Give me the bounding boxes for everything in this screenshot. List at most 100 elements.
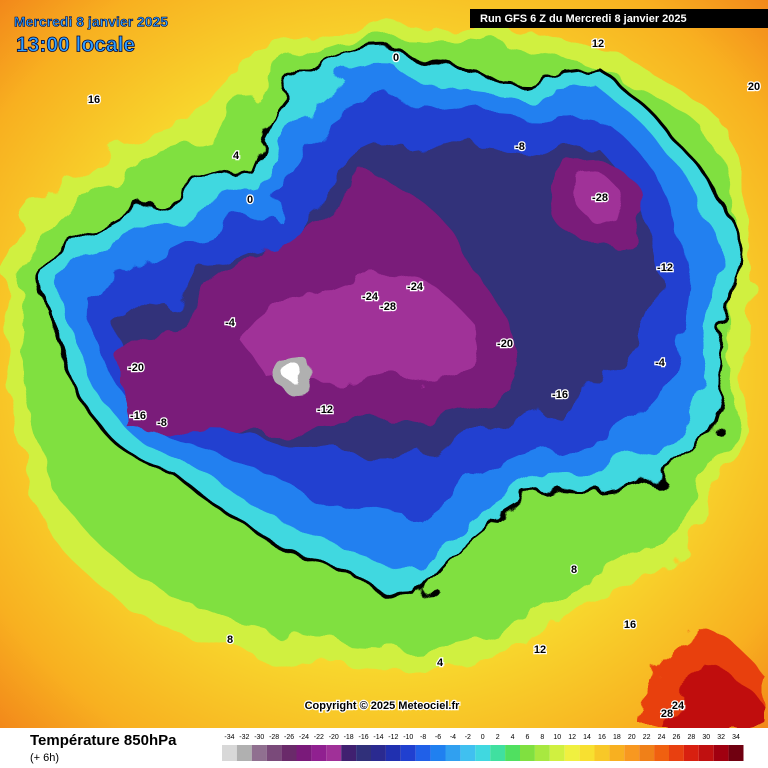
contour-label: -24 bbox=[362, 291, 379, 303]
contour-label: 4 bbox=[233, 150, 240, 162]
scale-label: -26 bbox=[284, 734, 294, 741]
scale-label: -32 bbox=[239, 734, 249, 741]
scale-label: 18 bbox=[613, 734, 621, 741]
contour-label: -4 bbox=[225, 317, 236, 329]
contour-label: -28 bbox=[592, 192, 608, 204]
scale-label: 34 bbox=[732, 734, 740, 741]
scale-label: 24 bbox=[658, 734, 666, 741]
contour-label: -8 bbox=[157, 417, 167, 429]
scale-swatch bbox=[713, 745, 729, 761]
contour-label: -28 bbox=[380, 301, 396, 313]
scale-swatch bbox=[683, 745, 699, 761]
contour-label: 12 bbox=[592, 38, 604, 50]
scale-swatch bbox=[222, 745, 237, 761]
scale-swatch bbox=[654, 745, 669, 761]
scale-label: 0 bbox=[481, 734, 485, 741]
scale-label: 2 bbox=[496, 734, 500, 741]
scale-swatch bbox=[609, 745, 625, 761]
scale-swatch bbox=[266, 745, 282, 761]
scale-label: 14 bbox=[583, 734, 591, 741]
forecast-step: (+ 6h) bbox=[30, 752, 59, 764]
scale-label: -12 bbox=[388, 734, 398, 741]
scale-swatch bbox=[326, 745, 342, 761]
scale-swatch bbox=[475, 745, 491, 761]
contour-label: 20 bbox=[748, 81, 760, 93]
scale-label: 4 bbox=[511, 734, 515, 741]
run-info: Run GFS 6 Z du Mercredi 8 janvier 2025 bbox=[480, 13, 687, 25]
scale-swatch bbox=[490, 745, 506, 761]
scale-swatch bbox=[505, 745, 520, 761]
scale-swatch bbox=[698, 745, 714, 761]
scale-swatch bbox=[564, 745, 580, 761]
contour-labels: -28-24-28-24-20-20-16-16 -12-12-8-8-4-400… bbox=[87, 37, 762, 722]
scale-label: 22 bbox=[643, 734, 651, 741]
contour-label: 28 bbox=[661, 708, 673, 720]
scale-label: -2 bbox=[465, 734, 471, 741]
scale-label: -6 bbox=[435, 734, 441, 741]
scale-swatch bbox=[236, 745, 252, 761]
scale-swatch bbox=[400, 745, 416, 761]
scale-swatch bbox=[296, 745, 312, 761]
contour-label: 8 bbox=[571, 564, 577, 576]
scale-swatch bbox=[356, 745, 371, 761]
scale-label: 28 bbox=[687, 734, 695, 741]
date-title: Mercredi 8 janvier 2025 bbox=[14, 14, 168, 30]
scale-label: 30 bbox=[702, 734, 710, 741]
copyright: Copyright © 2025 Meteociel.fr bbox=[305, 700, 461, 712]
scale-label: -28 bbox=[269, 734, 279, 741]
contour-label: 4 bbox=[437, 657, 444, 669]
scale-label: -24 bbox=[299, 734, 309, 741]
temperature-map: -28-24-28-24-20-20-16-16 -12-12-8-8-4-400… bbox=[0, 0, 768, 728]
contour-label: -24 bbox=[407, 281, 424, 293]
contour-label: 16 bbox=[624, 619, 636, 631]
scale-label: 8 bbox=[540, 734, 544, 741]
contour-label: -16 bbox=[130, 410, 146, 422]
scale-label: 26 bbox=[673, 734, 681, 741]
legend-bar: Température 850hPa (+ 6h) -34 -32 -30 -28 -2… bbox=[30, 732, 744, 764]
scale-swatch bbox=[728, 745, 744, 761]
scale-label: -34 bbox=[224, 734, 234, 741]
scale-label: 20 bbox=[628, 734, 636, 741]
scale-swatch bbox=[341, 745, 357, 761]
scale-label: -16 bbox=[358, 734, 368, 741]
scale-swatch bbox=[624, 745, 640, 761]
scale-swatch bbox=[534, 745, 550, 761]
temperature-fields bbox=[8, 19, 768, 725]
scale-label: 12 bbox=[568, 734, 576, 741]
scale-swatch bbox=[311, 745, 327, 761]
scale-swatch bbox=[579, 745, 595, 761]
scale-swatch bbox=[415, 745, 431, 761]
scale-swatch bbox=[669, 745, 684, 761]
scale-label: 6 bbox=[525, 734, 529, 741]
contour-label: -8 bbox=[515, 141, 525, 153]
contour-label: 16 bbox=[88, 94, 100, 106]
scale-label: -4 bbox=[450, 734, 456, 741]
contour-label: -20 bbox=[128, 362, 144, 374]
scale-label: 10 bbox=[553, 734, 561, 741]
contour-label: 24 bbox=[672, 700, 685, 712]
contour-label: 12 bbox=[534, 644, 546, 656]
scale-swatch bbox=[430, 745, 446, 761]
contour-label: 0 bbox=[393, 52, 399, 64]
contour-label: -16 bbox=[552, 389, 568, 401]
scale-swatch bbox=[520, 745, 535, 761]
contour-label: 8 bbox=[227, 634, 233, 646]
scale-swatch bbox=[371, 745, 386, 761]
contour-label: 0 bbox=[247, 194, 253, 206]
scale-swatch bbox=[460, 745, 476, 761]
scale-swatch bbox=[549, 745, 565, 761]
contour-label: -12 bbox=[317, 404, 333, 416]
scale-swatch bbox=[281, 745, 297, 761]
scale-label: 32 bbox=[717, 734, 725, 741]
time-title: 13:00 locale bbox=[16, 34, 135, 57]
run-banner bbox=[470, 9, 768, 28]
scale-swatch bbox=[251, 745, 267, 761]
contour-label: -4 bbox=[655, 357, 666, 369]
scale-swatch bbox=[594, 745, 610, 761]
scale-label: -14 bbox=[373, 734, 383, 741]
contour-label: -20 bbox=[497, 338, 513, 350]
color-scale: -34 -32 -30 -28 -26 -24 -22 -20 -18 -16 -14 -12 -10-… bbox=[222, 734, 744, 761]
scale-label: -30 bbox=[254, 734, 264, 741]
contour-label: -12 bbox=[657, 262, 673, 274]
